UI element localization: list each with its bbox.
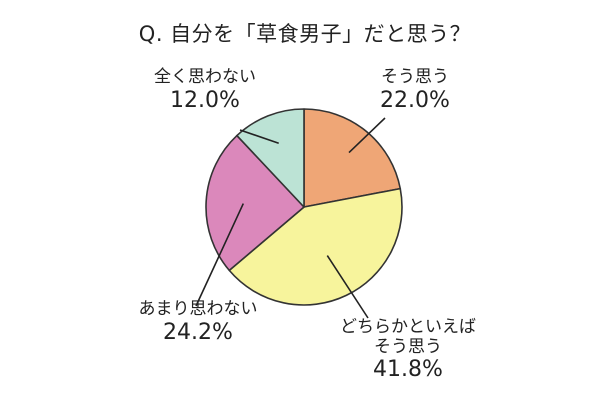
leader-line-2 (195, 203, 245, 307)
label-percent: 24.2% (163, 319, 233, 345)
pie-slice-0 (303, 108, 402, 208)
leader-line-1 (326, 255, 369, 319)
label-amari-omowanai: あまり思わない 24.2% (118, 299, 278, 345)
label-dochiraka-sou-omou: どちらかといえば そう思う 41.8% (318, 317, 498, 383)
label-name-line1: どちらかといえば (340, 317, 476, 337)
label-percent: 22.0% (380, 87, 450, 113)
label-sou-omou: そう思う 22.0% (360, 67, 470, 113)
label-name-line2: そう思う (374, 336, 442, 357)
chart-title: Q. 自分を「草食男子」だと思う？ (138, 22, 472, 46)
label-mattaku-omowanai: 全く思わない 12.0% (140, 67, 270, 113)
pie-slice-3 (236, 108, 305, 208)
label-name: あまり思わない (138, 299, 258, 319)
label-name: そう思う (381, 67, 449, 87)
leader-line-3 (239, 129, 279, 144)
label-name: 全く思わない (154, 67, 256, 87)
label-percent: 12.0% (170, 87, 240, 113)
pie-slice-2 (205, 134, 305, 272)
pie-slice-1 (228, 187, 403, 306)
leader-line-0 (348, 117, 386, 154)
label-percent: 41.8% (373, 357, 443, 383)
